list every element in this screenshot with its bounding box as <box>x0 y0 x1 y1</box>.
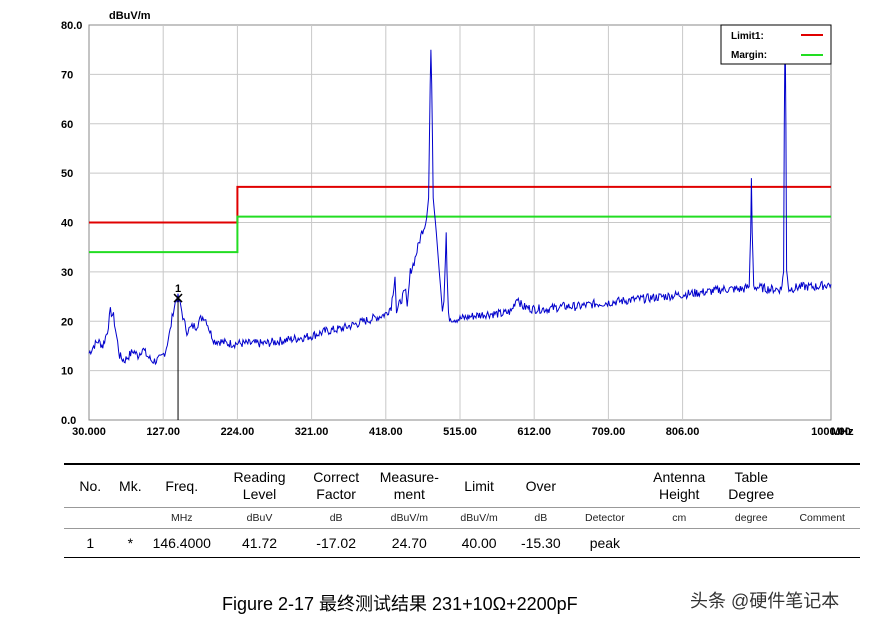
cell-freq: 146.4000 <box>144 528 220 557</box>
unit-measurement: dBuV/m <box>372 507 446 529</box>
unit-limit: dBuV/m <box>445 507 513 529</box>
x-tick-label: 612.00 <box>517 426 551 438</box>
x-tick-labels: 30.000 127.00 224.00 321.00 418.00 515.00 612.… <box>72 426 851 438</box>
unit-reading: dBuV <box>219 507 300 529</box>
unit-table-degree: degree <box>718 507 785 529</box>
header-limit: Limit <box>464 477 494 494</box>
header-correct: Correct Factor <box>313 469 360 502</box>
y-tick-label: 60 <box>61 119 73 131</box>
header-table-degree: Table Degree <box>728 469 775 502</box>
unit-correct: dB <box>299 507 373 529</box>
y-tick-label: 20 <box>61 316 73 328</box>
unit-detector: Detector <box>569 507 641 529</box>
unit-no <box>64 507 117 529</box>
marker-cross-icon <box>173 293 183 303</box>
x-tick-label: 127.00 <box>146 426 180 438</box>
limit-line <box>89 185 831 224</box>
unit-freq: MHz <box>144 507 220 529</box>
x-unit-label: MHz <box>831 426 854 438</box>
unit-antenna: cm <box>640 507 719 529</box>
margin-line <box>89 215 831 254</box>
header-reading: Reading Level <box>233 469 286 502</box>
header-measurement: Measure- ment <box>379 469 439 502</box>
cell-detector: peak <box>569 528 641 557</box>
legend-label-limit: Limit1: <box>731 31 764 42</box>
x-tick-label: 1000.00 <box>811 426 851 438</box>
cell-table-degree <box>718 528 785 557</box>
marker-label: 1 <box>175 283 181 295</box>
x-tick-label: 224.00 <box>221 426 255 438</box>
figure-caption: Figure 2-17 最终测试结果 231+10Ω+2200pF <box>222 594 578 614</box>
legend-label-margin: Margin: <box>731 50 767 61</box>
x-tick-label: 806.00 <box>666 426 700 438</box>
y-tick-label: 50 <box>61 168 73 180</box>
watermark: 头条 @硬件笔记本 <box>690 591 840 611</box>
marker-layer: 1 <box>173 283 183 420</box>
y-tick-label: 70 <box>61 69 73 81</box>
cell-antenna <box>640 528 719 557</box>
y-tick-labels: 80.0 70 60 50 40 30 20 10 0.0 <box>61 20 82 427</box>
series-layer <box>88 24 832 366</box>
cell-correct: -17.02 <box>299 528 373 557</box>
measurement-table: No. Mk. Freq. Reading Level Correct Fact… <box>64 463 860 558</box>
cell-limit: 40.00 <box>445 528 513 557</box>
x-tick-label: 418.00 <box>369 426 403 438</box>
header-no: No. <box>79 477 102 494</box>
header-detector <box>569 465 640 508</box>
header-mk: Mk. <box>119 477 142 494</box>
header-over: Over <box>525 477 556 494</box>
unit-mk <box>116 507 145 529</box>
cell-no: 1 <box>64 528 117 557</box>
cell-measurement: 24.70 <box>372 528 446 557</box>
cell-reading: 41.72 <box>219 528 300 557</box>
unit-over: dB <box>512 507 570 529</box>
y-tick-label: 80.0 <box>61 20 82 32</box>
cell-over: -15.30 <box>512 528 570 557</box>
cell-mk: * <box>116 528 145 557</box>
measurement-trace <box>88 24 832 366</box>
x-tick-label: 321.00 <box>295 426 329 438</box>
legend-box <box>720 24 832 65</box>
spectrum-chart: 80.0 70 60 50 40 30 20 10 0.0 30.000 127.00 224.00… <box>61 10 854 438</box>
header-comment <box>784 465 860 508</box>
header-antenna: Antenna Height <box>653 469 706 502</box>
x-tick-label: 709.00 <box>592 426 626 438</box>
cell-comment <box>784 528 860 557</box>
table-unit-row: MHz dBuV dB dBuV/m dBuV/m dB Detector cm… <box>64 507 860 529</box>
y-tick-label: 0.0 <box>61 415 76 427</box>
unit-comment: Comment <box>784 507 860 529</box>
table-header-row: No. Mk. Freq. Reading Level Correct Fact… <box>64 465 860 508</box>
y-tick-label: 40 <box>61 218 73 230</box>
x-tick-label: 30.000 <box>72 426 106 438</box>
y-unit-label: dBuV/m <box>109 10 151 22</box>
header-freq: Freq. <box>165 477 199 494</box>
legend: Limit1: Margin: <box>720 24 832 65</box>
y-tick-label: 10 <box>61 366 73 378</box>
grid <box>89 25 831 420</box>
y-tick-label: 30 <box>61 267 73 279</box>
table-row: 1 * 146.4000 41.72 -17.02 24.70 40.00 -1… <box>64 528 860 557</box>
x-tick-label: 515.00 <box>443 426 477 438</box>
